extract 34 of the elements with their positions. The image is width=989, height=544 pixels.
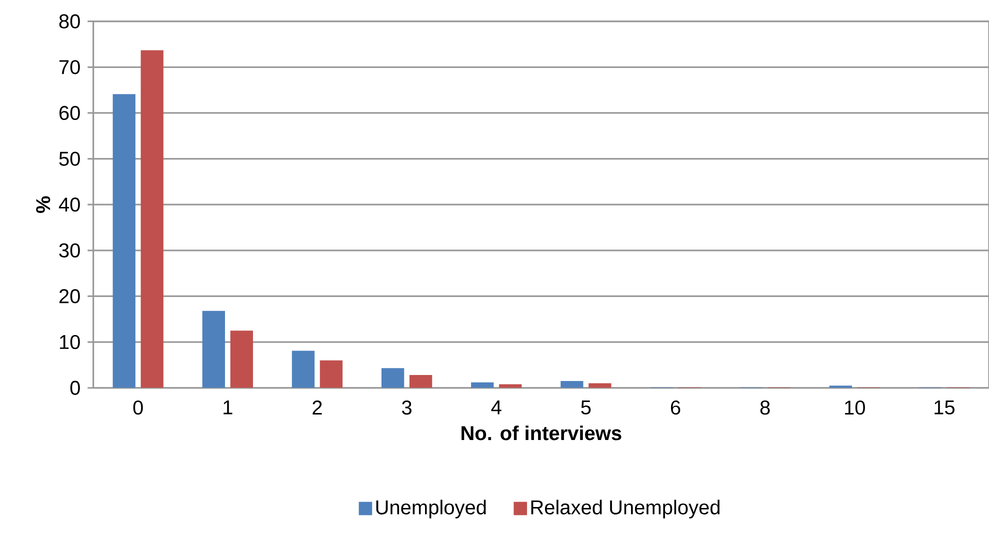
legend-label: Unemployed <box>376 500 486 518</box>
y-axis-title: % <box>36 196 50 214</box>
bar <box>112 94 136 388</box>
x-tick-label: 2 <box>312 400 322 415</box>
bar <box>292 350 315 388</box>
bar <box>230 330 253 388</box>
y-tick-label: 20 <box>59 289 80 304</box>
x-tick-label: 4 <box>491 400 502 414</box>
x-tick-label: 6 <box>670 400 680 415</box>
bar <box>202 310 225 388</box>
bar <box>560 381 584 388</box>
y-tick-label: 80 <box>59 14 80 28</box>
y-tick-label: 60 <box>59 106 80 120</box>
x-tick-label: 8 <box>760 400 770 415</box>
x-tick-label: 10 <box>845 400 865 415</box>
bar <box>499 384 522 388</box>
bar <box>320 360 343 388</box>
y-tick-label: 0 <box>70 380 80 396</box>
bar <box>140 50 164 388</box>
x-axis-title: No. of interviews <box>462 426 622 440</box>
y-tick-label: 10 <box>60 335 80 350</box>
y-tick-label: 40 <box>58 198 80 212</box>
y-tick-label: 70 <box>59 60 80 74</box>
legend-label: Relaxed Unemployed <box>531 500 720 518</box>
x-tick-label: 0 <box>133 400 143 415</box>
y-tick-label: 50 <box>59 152 80 166</box>
x-tick-label: 15 <box>934 400 954 415</box>
bar <box>471 382 494 388</box>
x-tick-label: 5 <box>581 400 591 415</box>
x-tick-label: 3 <box>402 400 412 415</box>
x-tick-label: 1 <box>224 400 232 414</box>
bar <box>381 368 404 388</box>
bar <box>409 375 432 388</box>
y-tick-label: 30 <box>59 243 80 258</box>
